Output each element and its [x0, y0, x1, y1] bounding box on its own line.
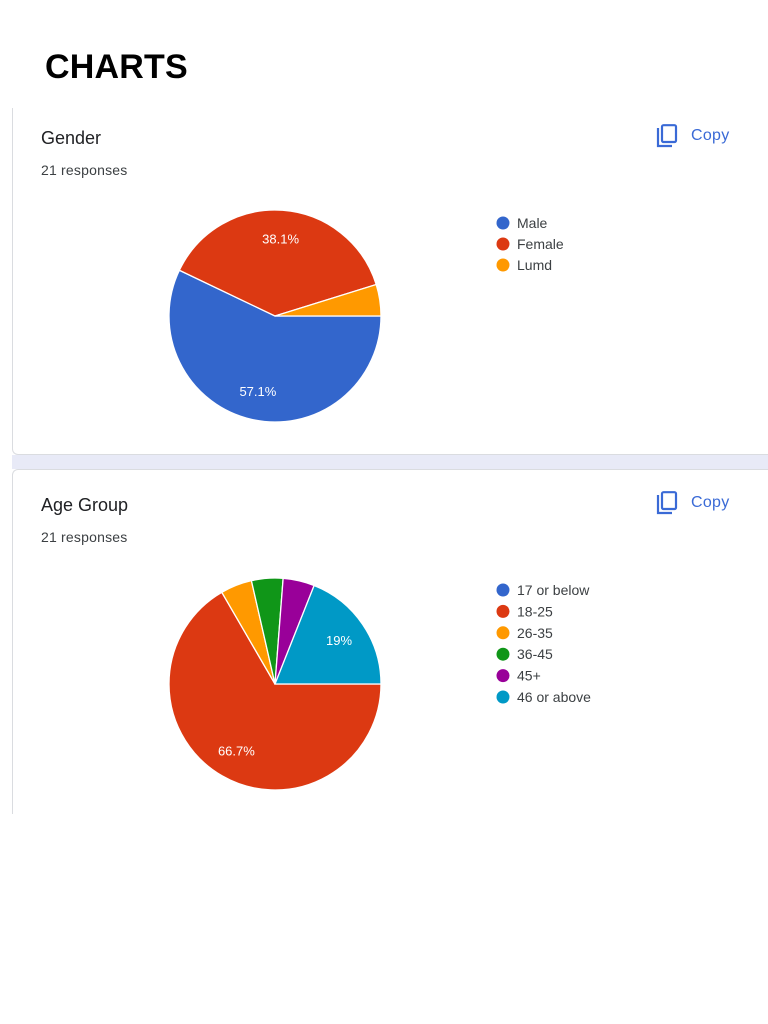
- pie-slice-18-25: [168, 591, 382, 791]
- copy-button[interactable]: Copy: [656, 491, 730, 515]
- card-title: Age Group: [41, 495, 129, 515]
- legend-item-36-45: 36-45: [517, 646, 553, 662]
- response-count: 21 responses: [41, 162, 128, 178]
- legend-swatch-45: [496, 669, 510, 683]
- slice-label-male: 57.1%: [239, 384, 276, 399]
- legend-swatch-lumd: [496, 258, 510, 272]
- pie-slice-46-or-above: [274, 584, 382, 685]
- copy-button[interactable]: Copy: [656, 124, 730, 148]
- gender-card: Gender 21 responses Copy 57.1% 38.1% Male F…: [12, 108, 768, 455]
- copy-label: Copy: [691, 494, 730, 511]
- pie-slice-lumd: [274, 283, 382, 317]
- legend-swatch-male: [496, 216, 510, 230]
- pie-slice-male: [168, 269, 382, 423]
- copy-icon: [656, 491, 678, 515]
- legend-swatch-46-or-above: [496, 690, 510, 704]
- legend-item-45: 45+: [517, 668, 541, 684]
- legend-item-female: Female: [517, 236, 564, 252]
- legend-swatch-26-35: [496, 626, 510, 640]
- legend-swatch-17-or-below: [496, 583, 510, 597]
- legend-item-46-or-above: 46 or above: [517, 689, 591, 705]
- legend-item-17-or-below: 17 or below: [517, 582, 590, 598]
- gender-pie-chart: 57.1% 38.1% Male Female Lumd: [168, 209, 564, 423]
- slice-label-female: 38.1%: [262, 231, 299, 246]
- legend-item-26-35: 26-35: [517, 625, 553, 641]
- age-group-pie-chart: 66.7% 19% 17 or below 18-25 26-35 36-45 45+ 46 …: [168, 577, 591, 791]
- card-title: Gender: [41, 128, 102, 148]
- response-count: 21 responses: [41, 529, 128, 545]
- copy-icon: [656, 124, 678, 148]
- copy-label: Copy: [691, 127, 730, 144]
- age-group-card: Age Group 21 responses Copy 66.7% 19% 17 o…: [12, 469, 768, 814]
- pie-slice-female: [178, 209, 378, 317]
- legend-swatch-36-45: [496, 647, 510, 661]
- legend-item-18-25: 18-25: [517, 603, 553, 619]
- section-divider: [12, 455, 768, 469]
- legend-swatch-18-25: [496, 604, 510, 618]
- slice-label-46-or-above: 19%: [326, 633, 352, 648]
- legend-swatch-female: [496, 237, 510, 251]
- slice-label-18-25: 66.7%: [218, 744, 255, 759]
- page-heading: CHARTS: [45, 48, 188, 86]
- legend-item-male: Male: [517, 215, 548, 231]
- legend-item-lumd: Lumd: [517, 257, 552, 273]
